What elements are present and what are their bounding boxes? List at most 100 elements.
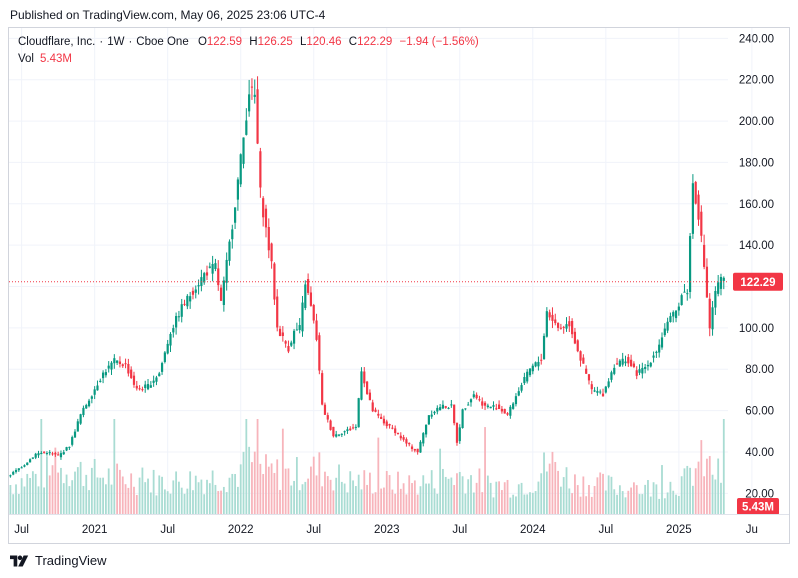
volume-bar bbox=[9, 485, 12, 514]
candle-body bbox=[169, 333, 172, 346]
candle-body bbox=[495, 408, 498, 410]
volume-bar bbox=[51, 465, 54, 514]
volume-bar bbox=[234, 474, 236, 514]
volume-bar bbox=[37, 486, 40, 514]
volume-bar bbox=[450, 477, 453, 514]
volume-bar bbox=[720, 482, 722, 514]
y-tick-label: 160.00 bbox=[739, 199, 774, 211]
volume-bar bbox=[422, 475, 425, 514]
candle-body bbox=[267, 227, 270, 251]
candle-body bbox=[433, 411, 436, 414]
candle-body bbox=[318, 335, 321, 371]
candle-body bbox=[116, 360, 119, 363]
candle-body bbox=[599, 391, 602, 393]
candle-body bbox=[130, 369, 133, 378]
volume-legend: Vol 5.43M bbox=[18, 53, 72, 65]
candle-body bbox=[576, 340, 579, 352]
volume-bar bbox=[427, 483, 430, 514]
volume-bar bbox=[717, 458, 720, 514]
candle-body bbox=[54, 452, 57, 455]
candle-body bbox=[40, 452, 43, 454]
volume-bar bbox=[172, 480, 175, 514]
candle-body bbox=[551, 314, 554, 321]
candle-body bbox=[489, 406, 492, 409]
volume-bar bbox=[523, 494, 526, 514]
candle-body bbox=[615, 363, 619, 365]
volume-bar bbox=[15, 484, 17, 514]
chart-frame[interactable] bbox=[8, 27, 790, 544]
volume-bar bbox=[102, 477, 104, 514]
candle-body bbox=[604, 386, 607, 393]
volume-bar bbox=[458, 471, 461, 514]
volume-bar bbox=[242, 451, 245, 514]
candle-body bbox=[483, 402, 487, 406]
volume-bar bbox=[397, 471, 399, 514]
volume-bar bbox=[279, 489, 281, 514]
candle-body bbox=[217, 268, 220, 286]
candle-body bbox=[545, 311, 548, 337]
candle-body bbox=[464, 408, 467, 410]
volume-bar bbox=[48, 475, 51, 514]
volume-bar bbox=[708, 456, 711, 514]
volume-bar bbox=[340, 481, 343, 514]
candle-body bbox=[194, 289, 197, 293]
volume-bar bbox=[661, 465, 663, 514]
interval-label: 1W bbox=[107, 36, 125, 48]
volume-bar bbox=[26, 473, 29, 514]
candle-body bbox=[28, 459, 32, 463]
volume-bar bbox=[714, 479, 717, 514]
candle-body bbox=[278, 328, 282, 337]
candle-body bbox=[191, 290, 195, 295]
symbol-name[interactable]: Cloudflare, Inc. bbox=[18, 36, 96, 48]
volume-bar bbox=[46, 456, 48, 514]
volume-bar bbox=[307, 478, 310, 514]
footer-brand[interactable]: TradingView bbox=[10, 553, 107, 568]
candle-body bbox=[613, 367, 616, 374]
candle-body bbox=[17, 468, 20, 471]
candle-body bbox=[26, 462, 29, 465]
candle-body bbox=[12, 471, 15, 475]
volume-bar bbox=[503, 482, 506, 514]
candle-body bbox=[680, 295, 683, 306]
candle-body bbox=[644, 367, 647, 369]
candle-body bbox=[413, 449, 416, 451]
volume-bar bbox=[585, 496, 588, 514]
candle-body bbox=[236, 179, 240, 200]
x-tick-label: Jul bbox=[306, 524, 321, 536]
volume-bar bbox=[335, 477, 338, 514]
x-tick-label: Jul bbox=[14, 524, 29, 536]
candle-body bbox=[571, 320, 574, 335]
candle-body bbox=[337, 434, 341, 436]
candle-body bbox=[228, 241, 231, 261]
volume-bar bbox=[144, 482, 147, 514]
volume-bar bbox=[175, 471, 178, 514]
candle-body bbox=[349, 428, 352, 431]
candle-body bbox=[186, 295, 189, 307]
volume-bar bbox=[346, 492, 349, 514]
volume-bar bbox=[332, 490, 335, 514]
candle-body bbox=[674, 310, 678, 319]
candle-body bbox=[146, 384, 150, 390]
volume-bar bbox=[130, 473, 133, 514]
candle-body bbox=[45, 453, 49, 455]
candle-body bbox=[85, 405, 88, 409]
volume-bar bbox=[194, 475, 197, 514]
volume-bar bbox=[318, 452, 321, 514]
y-tick-label: 40.00 bbox=[745, 447, 774, 459]
candle-body bbox=[537, 361, 540, 367]
volume-bar bbox=[596, 477, 599, 514]
candle-body bbox=[688, 236, 692, 292]
volume-bar bbox=[43, 487, 46, 514]
volume-bar bbox=[554, 461, 557, 514]
volume-bar bbox=[529, 492, 531, 514]
candle-body bbox=[329, 420, 332, 430]
volume-bar bbox=[464, 493, 467, 514]
candle-body bbox=[315, 320, 318, 340]
candle-body bbox=[14, 470, 18, 472]
candle-body bbox=[31, 457, 34, 459]
volume-bar bbox=[262, 474, 265, 514]
volume-bar bbox=[430, 470, 433, 514]
candle-body bbox=[624, 361, 627, 364]
volume-bar bbox=[324, 471, 326, 514]
